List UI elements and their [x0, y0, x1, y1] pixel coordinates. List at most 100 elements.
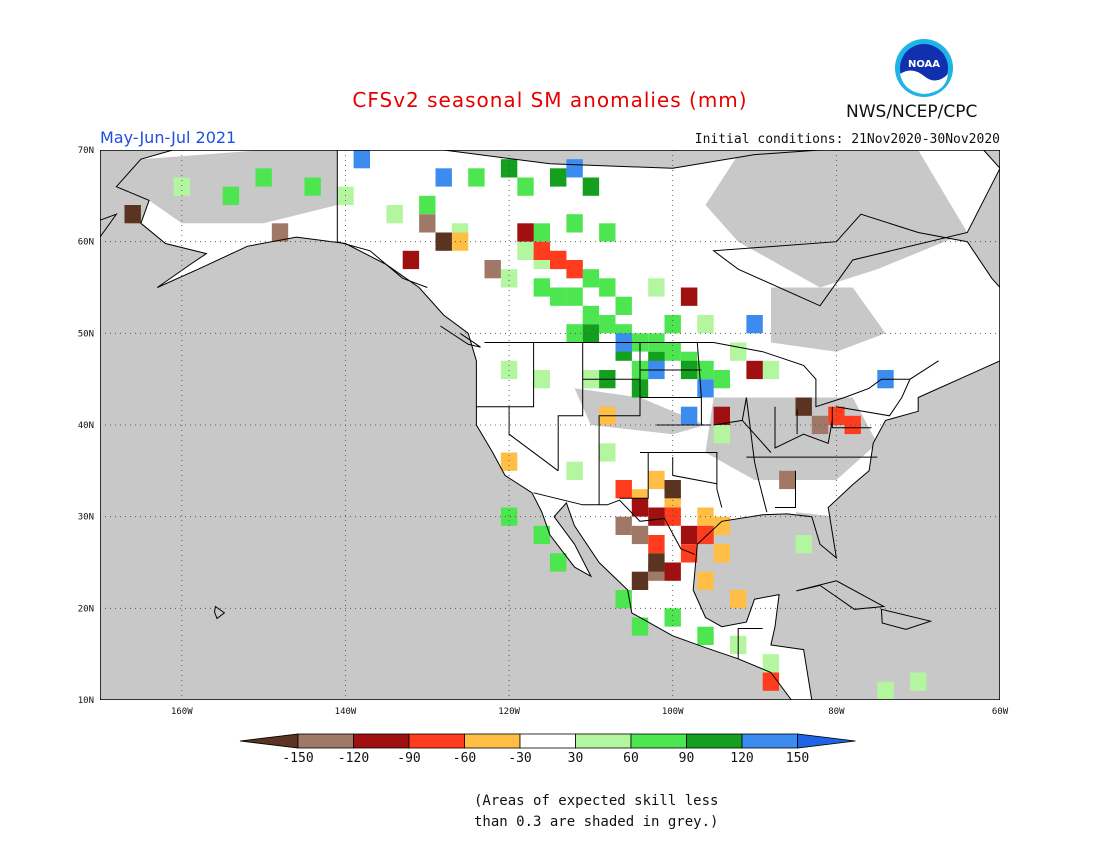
state-border — [774, 406, 833, 449]
anomaly-cell — [517, 177, 534, 196]
anomaly-cell — [271, 223, 289, 242]
anomaly-cell — [680, 406, 698, 425]
low-skill-area — [795, 512, 837, 558]
anomaly-cell — [599, 278, 616, 297]
anomaly-cell — [566, 461, 583, 480]
us-mexico-border — [533, 492, 695, 555]
colorbar-label: 150 — [786, 751, 809, 766]
colorbar-segment — [297, 733, 354, 749]
state-border — [836, 378, 911, 417]
anomaly-cell — [500, 360, 518, 380]
anomaly-cell — [844, 415, 861, 435]
initial-conditions: Initial conditions: 21Nov2020-30Nov2020 — [694, 132, 1000, 147]
colorbar-label: 120 — [730, 751, 753, 766]
colorbar-segment — [464, 733, 521, 749]
anomaly-cell — [648, 535, 665, 554]
anomaly-cell — [566, 287, 583, 306]
lon-label: 60W — [992, 707, 1009, 717]
anomaly-cell — [680, 544, 698, 563]
noaa-logo-icon: NOAA — [895, 39, 953, 97]
state-border — [476, 342, 535, 408]
low-skill-area — [705, 150, 968, 288]
lon-label: 160W — [171, 707, 193, 717]
anomaly-cell — [550, 287, 567, 306]
lon-label: 120W — [498, 707, 520, 717]
anomaly-cell — [599, 223, 616, 242]
state-border — [831, 406, 872, 429]
anomaly-cell — [713, 370, 730, 389]
state-border — [640, 452, 723, 508]
anomaly-cell — [582, 269, 600, 288]
anomaly-cell — [419, 214, 436, 233]
hispaniola — [880, 608, 933, 630]
colorbar-segment — [408, 733, 465, 749]
anomaly-cell — [582, 177, 600, 196]
colorbar-label: -90 — [397, 751, 420, 766]
anomaly-cell — [124, 205, 141, 224]
anomaly-cell — [533, 278, 550, 297]
vancouver-island — [440, 325, 481, 348]
lat-label: 40N — [78, 421, 94, 431]
anomaly-cell — [713, 406, 730, 425]
anomaly-cell — [353, 150, 370, 169]
anomaly-cell — [304, 177, 321, 196]
anomaly-cell — [631, 525, 649, 545]
anomaly-cell — [680, 287, 698, 306]
mexico-guatemala-border — [737, 628, 763, 659]
anomaly-cell — [648, 278, 665, 297]
anomaly-cell — [255, 168, 272, 187]
lat-label: 30N — [78, 513, 94, 523]
anomaly-cell — [795, 535, 812, 554]
anomaly-cell — [648, 470, 665, 490]
anomaly-cell — [730, 342, 747, 361]
cuba — [796, 580, 886, 610]
anomaly-cell — [566, 214, 583, 233]
state-border — [741, 420, 772, 453]
anomaly-cell — [631, 617, 649, 636]
island — [100, 213, 118, 238]
anomaly-cell — [484, 260, 501, 279]
state-border — [775, 470, 796, 508]
map-title: CFSv2 seasonal SM anomalies (mm) — [352, 88, 748, 112]
anomaly-cell — [500, 452, 518, 471]
colorbar-segment — [630, 733, 687, 749]
lat-label: 10N — [78, 696, 94, 706]
anomaly-cell — [500, 159, 518, 178]
footnote-line-2: than 0.3 are shaded in grey.) — [474, 814, 719, 830]
anomaly-cell — [664, 608, 681, 627]
colorbar-segment — [741, 733, 798, 749]
anomaly-cell — [550, 553, 567, 572]
lon-label: 80W — [828, 707, 845, 717]
colorbar-label: 30 — [568, 751, 584, 766]
anomaly-cell — [615, 480, 632, 499]
anomaly-cell — [697, 360, 714, 380]
footnote-line-1: (Areas of expected skill less — [474, 793, 719, 809]
anomaly-cell — [730, 590, 747, 609]
anomaly-cell — [566, 324, 583, 343]
anomaly-cell — [877, 681, 894, 700]
colorbar-arrow-low — [239, 733, 299, 749]
colorbar-label: -30 — [508, 751, 531, 766]
anomaly-cell — [500, 269, 518, 288]
lon-label: 100W — [662, 707, 684, 717]
anomaly-cell — [222, 186, 240, 205]
anomaly-cell — [533, 241, 550, 260]
anomaly-cell — [386, 205, 403, 224]
anomaly-cell — [746, 360, 763, 380]
colorbar-label: -150 — [282, 751, 313, 766]
anomaly-cell — [795, 397, 812, 416]
anomaly-cell — [615, 296, 632, 315]
colorbar-segment — [686, 733, 743, 749]
anomaly-cell — [582, 305, 600, 325]
lon-label: 140W — [335, 707, 357, 717]
anomaly-cell — [615, 516, 632, 535]
anomaly-cell — [713, 544, 730, 563]
anomaly-cell — [419, 195, 436, 215]
anomaly-cell — [435, 168, 452, 187]
anomaly-cell — [550, 168, 567, 187]
colorbar-label: 90 — [679, 751, 695, 766]
anomaly-cell — [615, 590, 632, 609]
anomaly-cell — [566, 159, 583, 178]
anomaly-cell — [762, 672, 780, 691]
